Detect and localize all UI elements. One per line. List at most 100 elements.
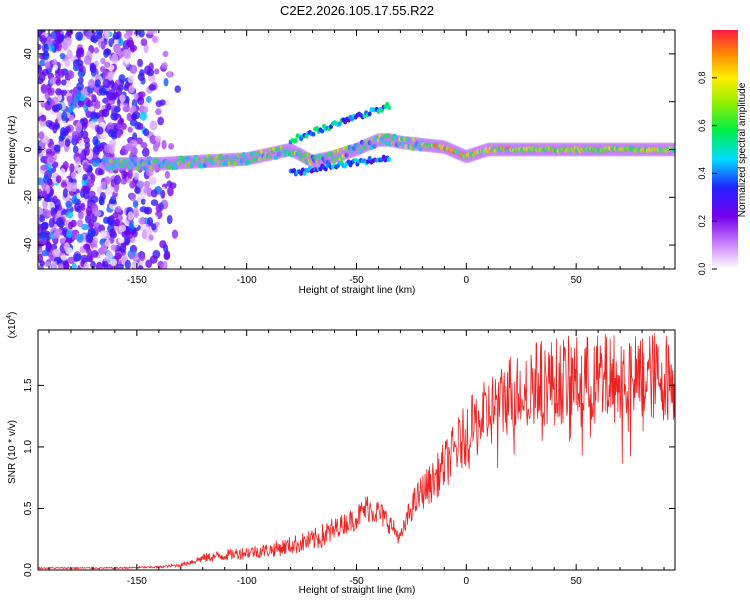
spectrogram-noise-cell	[76, 233, 84, 242]
spectrogram-noise-cell	[87, 121, 95, 128]
spectrogram-noise-cell	[103, 216, 110, 225]
spectrogram-noise-cell	[38, 239, 43, 249]
spectrogram-noise-cell	[168, 142, 175, 150]
spectrogram-noise-cell	[38, 194, 43, 201]
spectrogram-noise-cell	[64, 138, 71, 148]
spectrogram-noise-cell	[149, 134, 157, 145]
spectrogram-branch-cell	[320, 128, 325, 134]
spectrogram-noise-cell	[68, 221, 74, 230]
spectrogram-noise-cell	[127, 126, 133, 133]
spectrogram-noise-cell	[90, 34, 99, 43]
spectrogram-noise-cell	[149, 120, 158, 131]
spectrogram-noise-cell	[148, 84, 156, 91]
colorbar-tick-label: 0.2	[697, 215, 707, 228]
spectrogram-noise-cell	[155, 203, 162, 213]
spectrogram-noise-cell	[148, 234, 154, 241]
colorbar-ticks: 0.0 0.2 0.4 0.6 0.8	[697, 72, 717, 275]
spectrogram-noise-cell	[115, 205, 122, 213]
spectrogram-noise-cell	[60, 79, 67, 86]
spectrogram-noise-cell	[56, 111, 63, 122]
spectrogram-noise-cell	[118, 224, 126, 233]
spectrogram-noise-cell	[80, 202, 86, 211]
spectrogram-noise-cell	[78, 63, 84, 72]
spectrogram-y-tick-label: 40	[23, 48, 34, 60]
snr-panel: -150 -100 -50 0 50 0.0 0.5 1.0 1.5 Height of st…	[6, 312, 676, 596]
spectrogram-noise-cell	[50, 207, 56, 217]
spectrogram-y-tick-label: -40	[23, 237, 34, 252]
spectrogram-noise-cell	[43, 174, 50, 185]
spectrogram-noise-cell	[52, 248, 61, 258]
spectrogram-noise-cell	[85, 100, 93, 107]
spectrogram-noise-cell	[138, 91, 146, 98]
spectrogram-noise-cell	[127, 75, 135, 84]
spectrogram-noise-cell	[41, 221, 49, 230]
spectrogram-noise-cell	[150, 189, 158, 198]
spectrogram-noise-cell	[124, 53, 131, 60]
spectrogram-noise-cell	[88, 218, 95, 229]
spectrogram-noise-cell	[54, 36, 63, 45]
snr-x-tick-label: -150	[127, 576, 147, 587]
spectrogram-noise-cell	[146, 95, 152, 103]
spectrogram-noise-cell	[75, 90, 82, 100]
spectrogram-noise-cell	[42, 190, 48, 199]
spectrogram-noise-cell	[93, 47, 99, 54]
spectrogram-noise-cell	[51, 58, 58, 66]
spectrogram-noise-cell	[166, 180, 173, 188]
snr-x-tick-label: 50	[571, 576, 583, 587]
spectrogram-branch-cell	[387, 105, 392, 110]
spectrogram-noise-cell	[127, 211, 134, 221]
spectrogram-noise-cell	[43, 261, 52, 268]
spectrogram-noise-cell	[132, 200, 139, 209]
spectrogram-noise-cell	[160, 62, 168, 69]
spectrogram-noise-cell	[125, 143, 133, 152]
spectrogram-noise-cell	[72, 64, 79, 72]
spectrogram-noise-cell	[79, 152, 85, 161]
spectrogram-noise-cell	[138, 30, 145, 38]
spectrogram-x-label: Height of straight line (km)	[299, 285, 416, 296]
spectrogram-noise-cell	[38, 43, 42, 51]
spectrogram-noise-cell	[39, 96, 47, 104]
spectrogram-noise-cell	[72, 145, 79, 154]
spectrogram-noise-cell	[139, 224, 147, 232]
spectrogram-noise-cell	[59, 52, 66, 60]
snr-x-ticks: -150 -100 -50 0 50	[48, 330, 665, 587]
spectrogram-noise-cell	[101, 109, 107, 117]
spectrogram-noise-cell	[77, 219, 84, 228]
spectrogram-noise-cell	[69, 101, 77, 109]
spectrogram-noise-cell	[94, 52, 100, 60]
spectrogram-noise-cell	[87, 227, 96, 238]
spectrogram-noise-cell	[100, 41, 106, 50]
spectrogram-noise-cell	[102, 97, 109, 104]
spectrogram-noise-cell	[75, 123, 83, 133]
spectrogram-noise-cell	[114, 218, 121, 227]
spectrogram-noise-cell	[55, 103, 63, 111]
spectrogram-x-ticks: -150 -100 -50 0 50	[48, 30, 665, 286]
spectrogram-noise-cell	[143, 186, 150, 194]
spectrogram-noise-cell	[122, 105, 130, 113]
spectrogram-branch-cell	[293, 137, 298, 143]
spectrogram-noise-cell	[132, 33, 141, 43]
spectrogram-noise-cell	[117, 49, 123, 57]
spectrogram-noise-cell	[82, 174, 88, 181]
spectrogram-noise-cell	[140, 38, 148, 47]
spectrogram-noise-cell	[144, 65, 152, 75]
spectrogram-branch-cell	[300, 167, 305, 173]
spectrogram-noise-cell	[40, 233, 47, 241]
spectrogram-noise-cell	[59, 167, 66, 178]
spectrogram-noise-cell	[141, 229, 147, 240]
spectrogram-noise-cell	[152, 249, 161, 259]
spectrogram-noise-cell	[40, 34, 47, 45]
snr-series-line	[38, 333, 675, 570]
spectrogram-noise-cell	[48, 155, 54, 163]
spectrogram-noise-cell	[66, 210, 74, 219]
spectrogram-noise-cell	[149, 42, 155, 50]
spectrogram-noise-cell	[104, 239, 111, 247]
spectrogram-noise-cell	[83, 262, 89, 269]
spectrogram-noise-cell	[120, 177, 128, 185]
spectrogram-noise-cell	[89, 63, 97, 74]
spectrogram-noise-cell	[85, 248, 92, 255]
spectrogram-noise-cell	[40, 164, 49, 171]
spectrogram-x-tick-label: -150	[127, 275, 147, 286]
spectrogram-noise-cell	[162, 260, 168, 269]
spectrogram-noise-cell	[135, 137, 143, 145]
